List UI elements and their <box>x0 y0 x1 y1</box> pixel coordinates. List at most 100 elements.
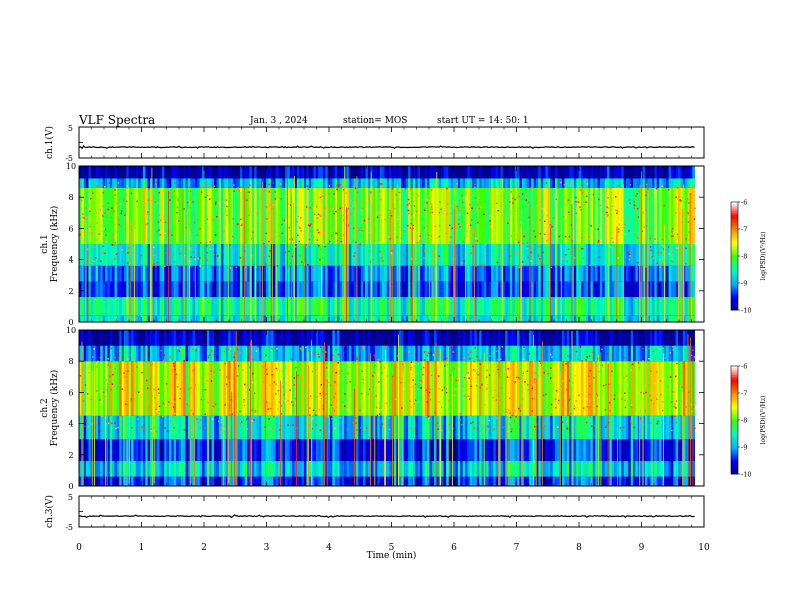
spectrogram-cell <box>644 178 648 188</box>
spectrogram-cell <box>79 330 82 346</box>
spectrogram-cell <box>668 297 672 316</box>
spectrogram-speck <box>319 214 322 216</box>
spectrogram-cell <box>630 187 634 244</box>
spectrogram-cell <box>519 361 523 416</box>
spectrogram-cell <box>512 315 515 322</box>
spectrogram-speck <box>423 257 425 259</box>
spectrogram-cell <box>100 281 103 297</box>
spectrogram-cell <box>353 415 357 440</box>
spectrogram-cell <box>557 166 560 179</box>
spectrogram-cell <box>325 461 328 477</box>
spectrogram-speck <box>432 252 434 254</box>
spectrogram-speck <box>439 201 441 203</box>
spectrogram-cell <box>538 244 542 266</box>
spectrogram-cell <box>611 361 615 416</box>
spectrogram-cell <box>311 178 314 188</box>
spectrogram-cell <box>292 345 295 362</box>
spectrogram-cell <box>479 330 482 346</box>
spectrogram-cell <box>689 244 693 266</box>
spectrogram-cell <box>313 330 317 346</box>
spectrogram-cell <box>559 330 563 346</box>
spectrogram-cell <box>299 281 302 297</box>
spectrogram-cell <box>372 265 376 282</box>
spectrogram-cell <box>389 461 392 477</box>
spectrogram-speck <box>489 223 492 226</box>
spectrogram-cell <box>554 281 558 297</box>
spectrogram-cell <box>481 361 485 416</box>
spectrogram-cell <box>150 166 153 179</box>
spectrogram-cell <box>623 345 627 362</box>
spectrogram-cell <box>469 166 473 179</box>
spectrogram-speck <box>489 220 491 222</box>
spectrogram-speck <box>330 229 333 231</box>
spectrogram-cell <box>294 297 298 316</box>
spectrogram-cell <box>386 345 390 362</box>
spectrogram-speck <box>413 196 415 199</box>
spectrogram-cell <box>86 281 89 297</box>
spectrogram-cell <box>434 345 437 362</box>
spectrogram-speck <box>190 237 193 239</box>
spectrogram-cell <box>292 330 295 346</box>
spectrogram-cell <box>427 265 430 282</box>
spectrogram-cell <box>450 345 454 362</box>
spectrogram-cell <box>457 361 461 416</box>
spectrogram-cell <box>133 439 137 461</box>
spectrogram-speck <box>333 212 335 215</box>
spectrogram-cell <box>564 281 568 297</box>
spectrogram-cell <box>325 439 328 461</box>
spectrogram-speck <box>189 233 191 235</box>
spectrogram-cell <box>450 187 454 244</box>
spectrogram-speck <box>150 224 153 226</box>
spectrogram-cell <box>232 345 236 362</box>
spectrogram-speck <box>617 231 620 233</box>
spectrogram-cell <box>221 476 224 486</box>
spectrogram-cell <box>668 265 672 282</box>
spectrogram-cell <box>419 265 423 282</box>
spectrogram-cell <box>145 415 148 440</box>
spectrogram-cell <box>254 345 257 362</box>
spectrogram-cell <box>88 265 92 282</box>
spectrogram-cell <box>211 297 215 316</box>
spectrogram-speck <box>635 195 637 197</box>
spectrogram-cell <box>353 476 357 486</box>
spectrogram-cell <box>277 178 281 188</box>
spectrogram-speck <box>226 205 228 208</box>
spectrogram-speck <box>416 242 418 244</box>
spectrogram-speck <box>637 237 639 239</box>
y-axis-label: ch.1(V) <box>44 126 55 159</box>
spectrogram-cell <box>547 166 551 179</box>
spectrogram-cell <box>242 330 246 346</box>
spectrogram-speck <box>324 207 326 209</box>
spectrogram-speck <box>352 204 354 207</box>
spectrogram-speck <box>104 250 107 252</box>
spectrogram-cell <box>221 461 224 477</box>
spectrogram-cell <box>583 187 587 244</box>
spectrogram-cell <box>280 415 283 440</box>
spectrogram-speck <box>367 197 370 200</box>
spectrogram-speck <box>617 257 619 259</box>
spectrogram-speck <box>212 183 214 186</box>
spectrogram-cell <box>102 439 106 461</box>
spectrogram-cell <box>344 166 347 179</box>
spectrogram-cell <box>569 330 572 346</box>
spectrogram-cell <box>280 361 283 416</box>
spectrogram-cell <box>495 461 499 477</box>
spectrogram-cell <box>441 244 444 266</box>
spectrogram-cell <box>396 166 399 179</box>
spectrogram-speck <box>272 234 274 236</box>
spectrogram-cell <box>623 439 627 461</box>
spectrogram-cell <box>209 244 212 266</box>
spectrogram-cell <box>393 415 397 440</box>
spectrogram-speck <box>474 186 476 189</box>
spectrogram-cell <box>422 476 425 486</box>
spectrogram-cell <box>448 315 452 322</box>
spectrogram-cell <box>204 361 208 416</box>
spectrogram-speck <box>268 255 270 258</box>
spectrogram-cell <box>491 166 494 179</box>
spectrogram-speck <box>205 242 208 244</box>
spectrogram-cell <box>145 166 148 179</box>
spectrogram-cell <box>580 265 584 282</box>
spectrogram-speck <box>668 189 670 191</box>
colorbar-segment <box>731 205 738 208</box>
y-axis-label: Frequency (kHz) <box>49 206 60 283</box>
